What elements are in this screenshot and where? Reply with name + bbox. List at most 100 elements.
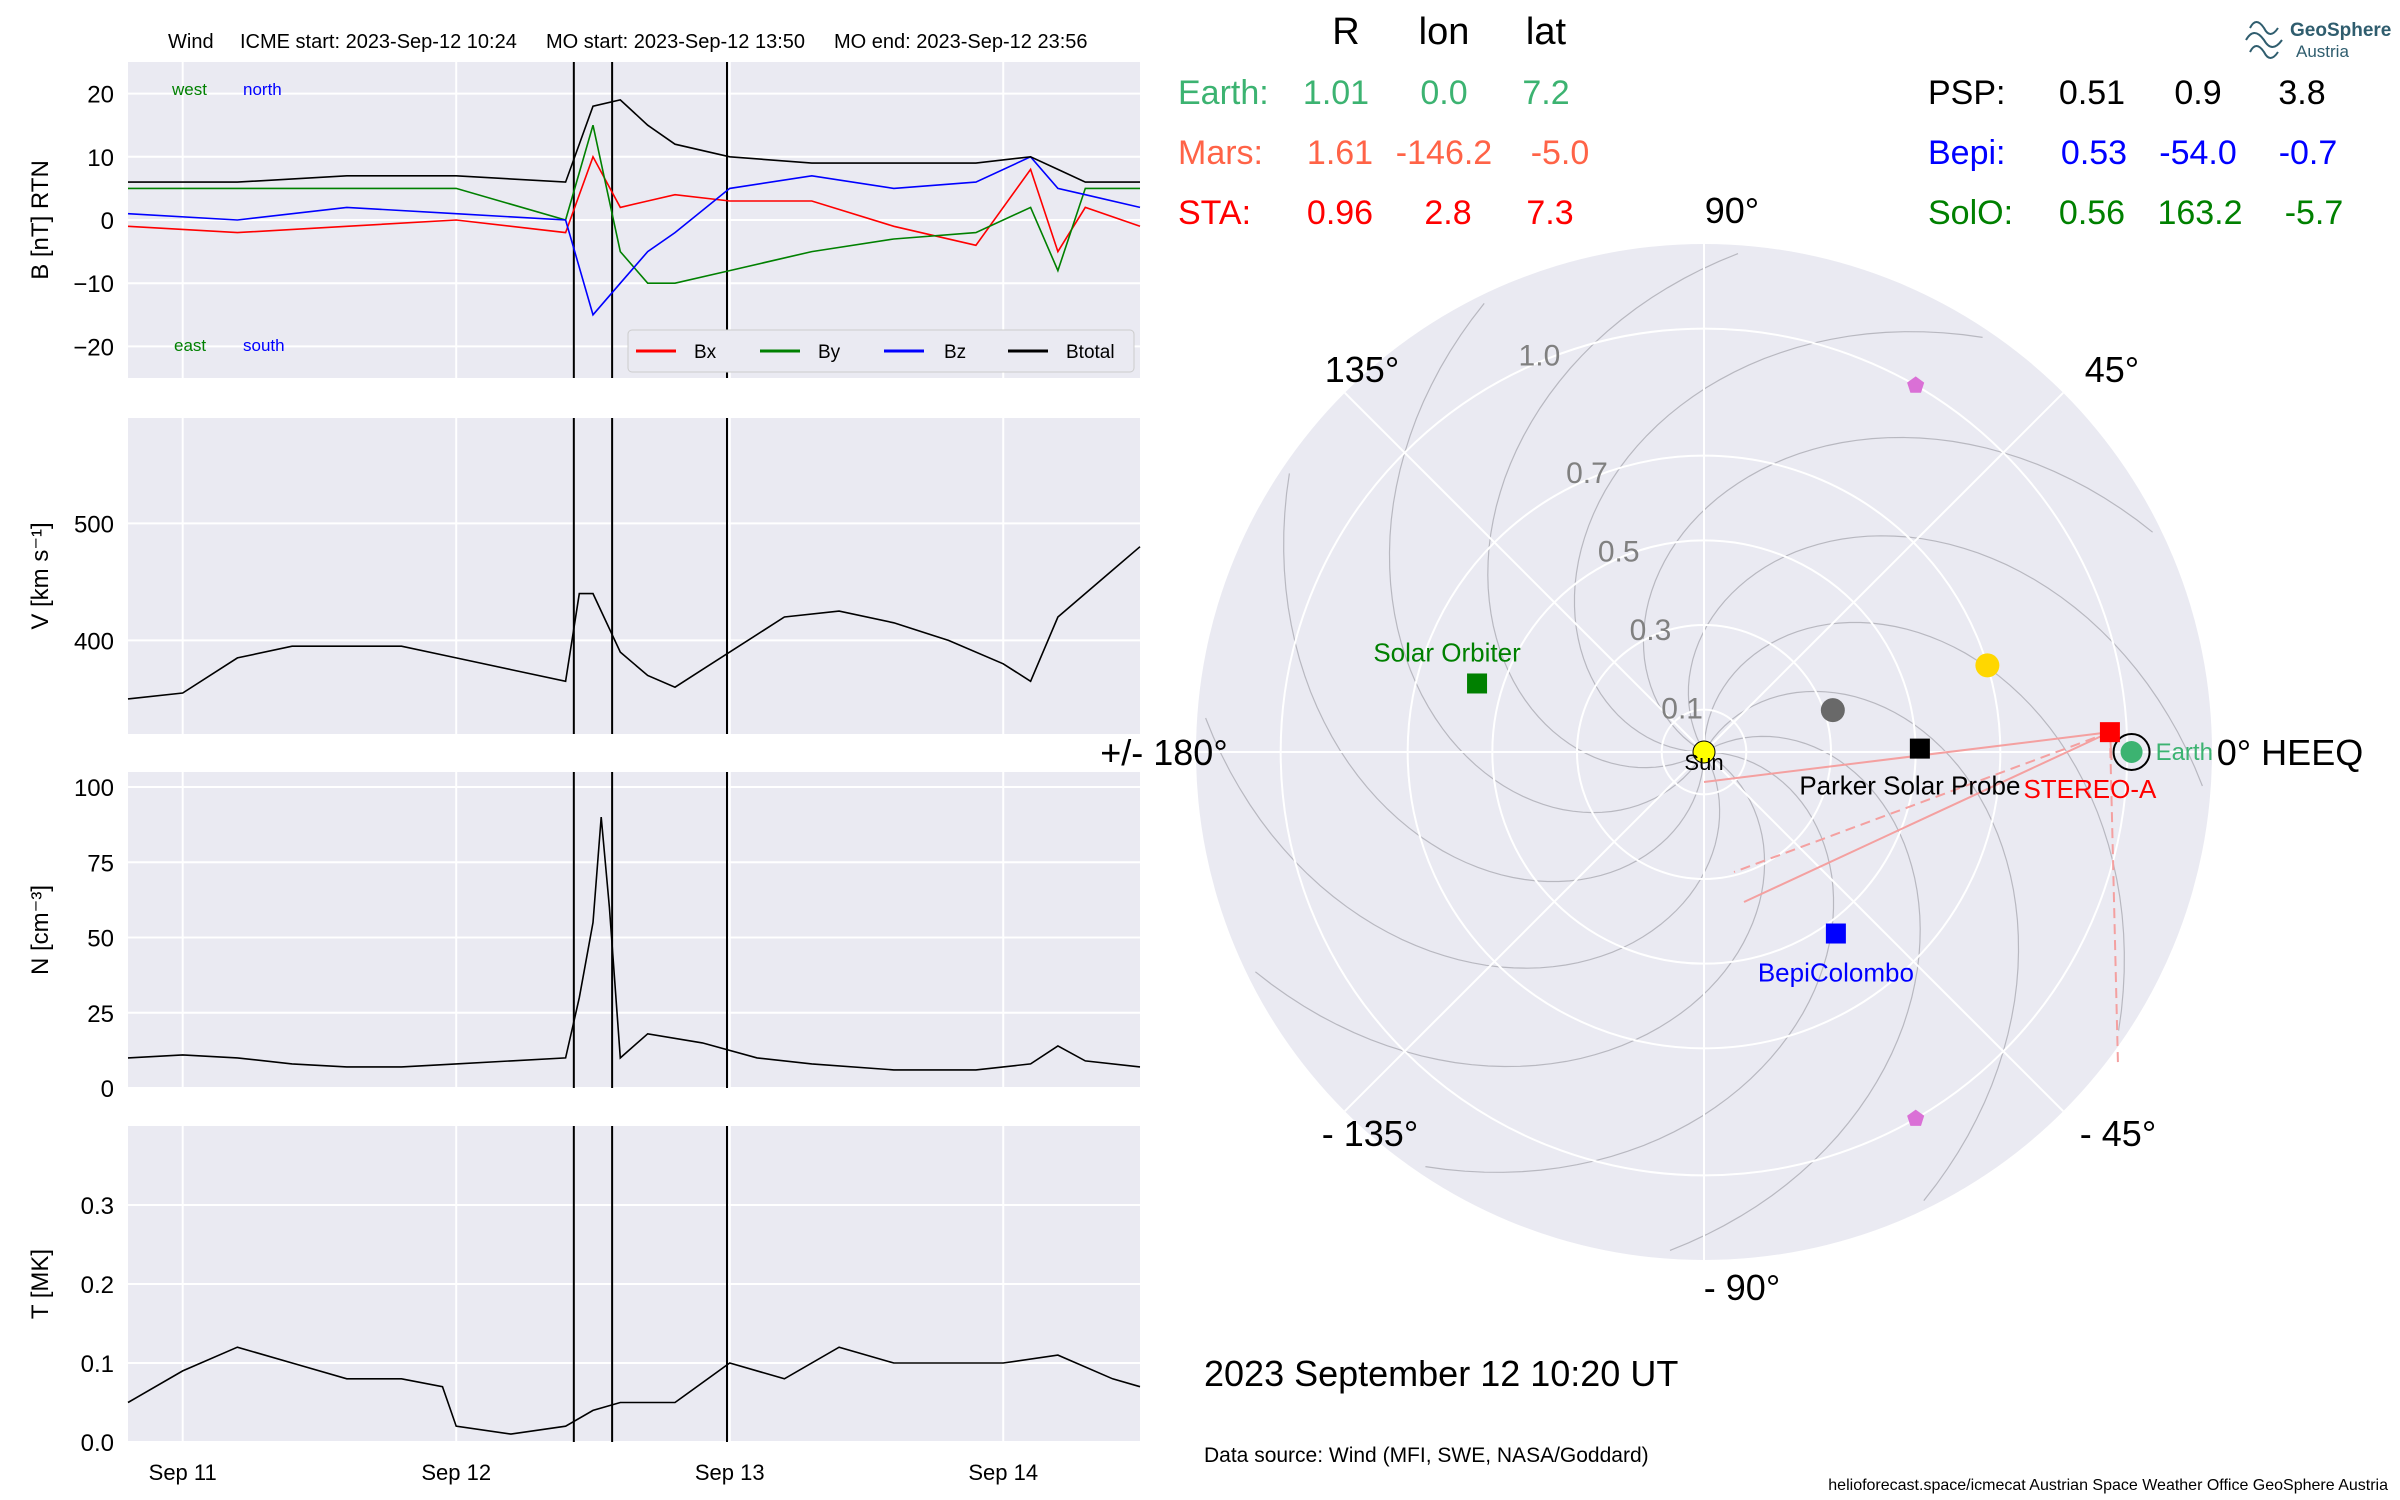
row-sta-name: STA: [1178, 194, 1251, 232]
ytick-label: 0.1 [81, 1351, 114, 1378]
mo-end-label: MO end: 2023-Sep-12 23:56 [834, 31, 1088, 53]
col-header-r: R [1332, 11, 1359, 53]
xticks-t: Sep 11 Sep 12 Sep 13 Sep 14 [149, 1460, 1038, 1485]
series-group-b [127, 99, 1141, 317]
position-table: R lon lat Earth: 1.01 0.0 7.2 Mars: 1.61… [1178, 11, 2343, 232]
solar-orbiter-label: Solar Orbiter [1373, 637, 1521, 667]
series-group-v [127, 546, 1141, 700]
spiral-line [1425, 751, 1835, 1173]
radial-tick-label: 0.3 [1630, 614, 1672, 647]
angular-grid-line [1344, 392, 1705, 753]
sun-marker [1692, 740, 1716, 764]
planet-mercury [1820, 698, 1845, 723]
row-earth-lat: 7.2 [1522, 74, 1569, 112]
event-lines-n [572, 772, 728, 1088]
row-psp-name: PSP: [1928, 74, 2005, 112]
ylabel-v: V [km s⁻¹] [27, 522, 54, 629]
spiral-line [1642, 436, 2153, 753]
angle-label-45: 45° [2085, 349, 2139, 390]
row-solo-r: 0.56 [2059, 194, 2125, 232]
row-earth-lon: 0.0 [1420, 74, 1467, 112]
timestamp: 2023 September 12 10:20 UT [1204, 1353, 1678, 1394]
lagrange-marker [1907, 376, 1925, 393]
logo-line2: Austria [2296, 42, 2349, 61]
legend-box [627, 329, 1135, 373]
event-lines-t [572, 1126, 728, 1442]
row-mars: Mars: 1.61 -146.2 -5.0 [1178, 134, 1589, 172]
row-psp-r: 0.51 [2059, 74, 2125, 112]
series-line-btotal [128, 99, 1140, 183]
parker-solar-probe-label: Parker Solar Probe [1799, 771, 2020, 801]
ytick-label: 25 [87, 1001, 114, 1028]
parker-spirals [1205, 253, 2203, 1251]
xtick-label: Sep 13 [695, 1460, 765, 1485]
row-mars-lon: -146.2 [1396, 134, 1492, 172]
annotation-west: west [171, 80, 207, 99]
event-lines-b [572, 62, 728, 378]
ytick-label: 20 [87, 82, 114, 109]
spiral-line [1255, 751, 1766, 1068]
angular-grid-line [1703, 392, 2064, 753]
spacecraft-label: Wind [168, 31, 214, 53]
spiral-line [1669, 735, 1921, 1251]
row-sta: STA: 0.96 2.8 7.3 [1178, 194, 1574, 232]
row-mars-lat: -5.0 [1531, 134, 1590, 172]
col-header-lat: lat [1526, 11, 1567, 53]
row-psp-lon: 0.9 [2174, 74, 2221, 112]
logo-line1: GeoSphere [2290, 20, 2391, 41]
annotation-north: north [243, 80, 282, 99]
legend-label-bz: Bz [944, 342, 966, 363]
stereo-a-marker [2099, 722, 2120, 743]
series-line-bx [127, 154, 1141, 254]
data-source: Data source: Wind (MFI, SWE, NASA/Goddar… [1204, 1444, 1649, 1467]
ytick-label: −10 [73, 271, 114, 298]
radial-tick-label: 1.0 [1519, 339, 1561, 372]
angular-grid-line [1344, 751, 1705, 1112]
earth-label: Earth [2156, 739, 2213, 766]
yticks-v: 400 500 [74, 511, 114, 655]
spiral-line [1388, 303, 1705, 814]
spiral-line [1703, 690, 2020, 1201]
angle-label-180: +/- 180° [1100, 732, 1227, 773]
series-line-t [127, 1346, 1141, 1435]
connection-line-dashed [2108, 732, 2119, 1063]
grid-v [128, 418, 1140, 734]
series-line-n [127, 817, 1141, 1071]
spiral-line [1687, 535, 2203, 787]
bepicolombo-marker [1825, 923, 1846, 944]
angle-label-135: 135° [1325, 349, 1399, 390]
xtick-label: Sep 11 [149, 1460, 217, 1485]
legend-b: Bx By Bz Btotal [627, 329, 1135, 373]
yticks-t: 0.0 0.1 0.2 0.3 [81, 1193, 114, 1457]
ytick-label: 500 [74, 511, 114, 538]
series-line-v [127, 546, 1141, 700]
panel-t: 0.0 0.1 0.2 0.3 Sep 11 Sep 12 Sep 13 Sep 14 T … [27, 1126, 1141, 1485]
ytick-label: 400 [74, 628, 114, 655]
spiral-line [1283, 473, 1705, 883]
connection-lines [1703, 731, 2119, 1063]
spiral-line [1487, 253, 1739, 769]
row-mars-r: 1.61 [1307, 134, 1373, 172]
xtick-label: Sep 14 [968, 1460, 1038, 1485]
plot-area-n [128, 772, 1140, 1088]
row-solo-lat: -5.7 [2285, 194, 2344, 232]
angle-label-0: 0° HEEQ [2217, 732, 2363, 773]
row-bepi-name: Bepi: [1928, 134, 2006, 172]
ylabel-b: B [nT] RTN [27, 160, 54, 280]
ytick-label: 0 [101, 1076, 114, 1103]
row-solo-lon: 163.2 [2157, 194, 2242, 232]
bepicolombo-label: BepiColombo [1758, 958, 1914, 988]
event-lines-v [572, 418, 728, 734]
legend-label-by: By [818, 342, 841, 363]
ytick-label: 0.3 [81, 1193, 114, 1220]
icme-start-label: ICME start: 2023-Sep-12 10:24 [240, 31, 517, 53]
parker-solar-probe-marker [1909, 738, 1930, 759]
panel-n: 0 25 50 75 100 N [cm⁻³] [27, 772, 1141, 1103]
mo-start-label: MO start: 2023-Sep-12 13:50 [546, 31, 805, 53]
series-line-by [128, 124, 1140, 285]
angular-grid-line [1703, 751, 2064, 1112]
legend-label-bx: Bx [694, 342, 717, 363]
row-earth-r: 1.01 [1303, 74, 1369, 112]
